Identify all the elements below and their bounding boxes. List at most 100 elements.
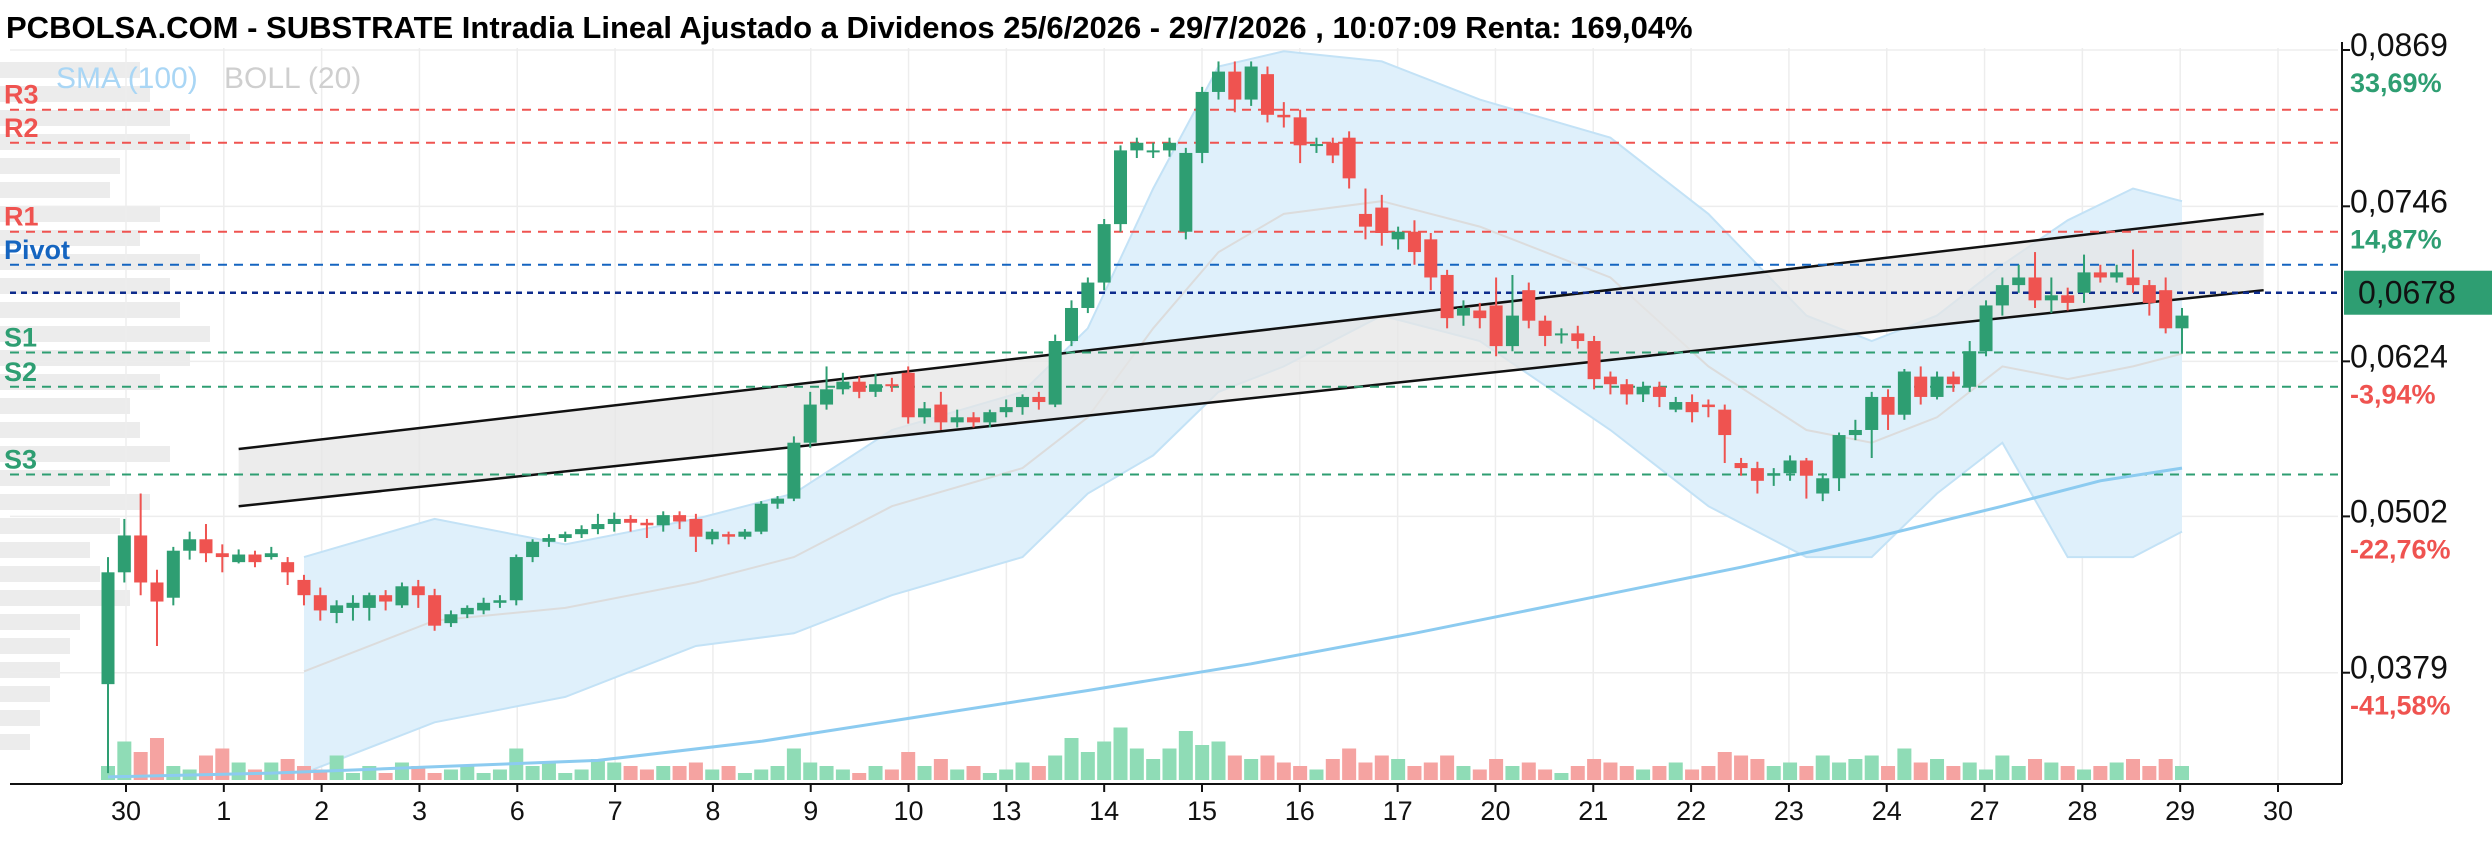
volume-bar [1440,755,1455,780]
candle [1669,396,1683,413]
candle [656,511,670,532]
candle [1946,371,1960,392]
volume-bar [1587,759,1602,780]
candle [950,409,964,428]
candle-body [215,553,229,558]
level-label-pivot: Pivot [4,235,70,265]
candle [1277,102,1291,128]
candle [1195,86,1209,164]
volume-bar [329,755,344,780]
candle [526,539,540,563]
candle-body [1375,207,1389,233]
y-tick-percent: -41,58% [2350,691,2451,721]
y-tick-percent: -22,76% [2350,534,2451,564]
candle [101,557,115,774]
volume-bar [1276,762,1291,780]
trend-channel [238,213,2264,507]
x-tick-label: 1 [216,796,231,826]
candle [1342,131,1356,189]
candle-body [166,550,180,598]
candle [1620,379,1634,405]
volume-profile-bar [0,518,120,534]
x-tick-label: 17 [1383,796,1413,826]
candle-body [1946,376,1960,385]
candle-body [624,518,638,523]
candle-body [738,531,752,537]
volume-bar [1734,755,1749,780]
candle [2028,252,2042,308]
candle [999,399,1013,418]
volume-bar [639,769,654,780]
candle-body [101,572,115,685]
volume-bar [2077,769,2092,780]
volume-bar [1031,766,1046,780]
candle [395,582,409,608]
volume-profile-bar [0,326,210,342]
volume-bar [133,752,148,780]
candle [134,493,148,596]
volume-bar [2011,766,2026,780]
candle-body [477,602,491,611]
candle-body [395,586,409,606]
volume-bar [1832,762,1847,780]
volume-bar [950,769,965,780]
volume-bar [1211,741,1226,780]
candle [1652,381,1666,408]
candle-body [607,518,621,525]
candle-body [885,384,899,387]
candle-body [640,522,654,526]
candle-body [313,595,327,611]
candle-body [1342,137,1356,179]
volume-bar [378,773,393,780]
candle [2126,249,2140,293]
candle-body [656,515,670,526]
level-label-s1: S1 [4,322,37,352]
volume-bar [1570,766,1585,780]
level-label-r1: R1 [4,202,39,232]
candle-body [2126,277,2140,286]
volume-bar [1864,755,1879,780]
candle [1016,394,1030,415]
volume-bar [1407,766,1422,780]
candle [2110,264,2124,283]
candle-body [1228,71,1242,100]
sma-100-line [107,466,2183,779]
candle [2175,307,2189,354]
candle [983,409,997,428]
volume-bar [264,762,279,780]
candle-body [1048,341,1062,405]
candle [1048,334,1062,408]
candle-body [1032,396,1046,403]
volume-bar [1815,755,1830,780]
candle-body [1081,282,1095,308]
candle [1293,109,1307,164]
volume-bar [1750,759,1765,780]
volume-bar [999,769,1014,780]
volume-bar [476,773,491,780]
candle-body [1114,150,1128,225]
volume-bar [2044,762,2059,780]
volume-bar [2158,759,2173,780]
candle-body [2093,272,2107,278]
candle [591,513,605,535]
candle [1963,341,1977,392]
candle-body [901,372,915,418]
candle [836,372,850,395]
candle [1424,233,1438,291]
candle-body [1587,341,1601,380]
candle [1750,461,1764,494]
candle [803,391,817,448]
candle [607,512,621,532]
volume-bar [1619,766,1634,780]
candle [1783,455,1797,481]
volume-bar [737,773,752,780]
volume-bar [2028,759,2043,780]
candle-body [999,407,1013,413]
volume-bar [1227,755,1242,780]
candle-body [2159,290,2173,329]
volume-bar [1423,762,1438,780]
candle [1636,381,1650,403]
candle-body [1636,386,1650,395]
candle [1587,335,1601,390]
volume-bar [1717,752,1732,780]
